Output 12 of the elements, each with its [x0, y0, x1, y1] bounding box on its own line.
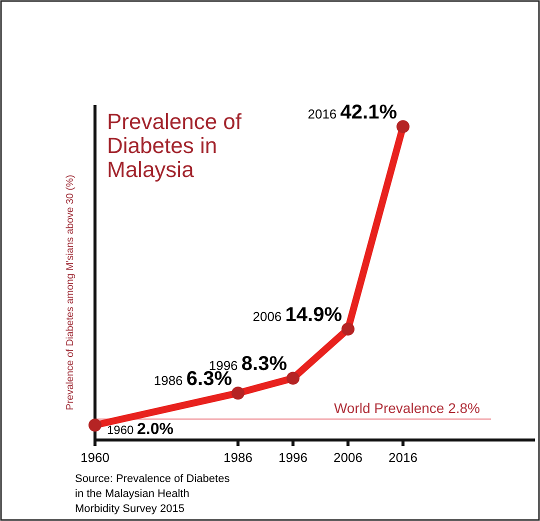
data-label: 1960 2.0% — [107, 421, 174, 438]
ref-line-label: World Prevalence 2.8% — [334, 400, 480, 416]
x-tick-label: 1960 — [80, 450, 110, 465]
source-note: Source: Prevalence of Diabetes in the Malaysian Health Morbidity Survey 2015 — [75, 473, 230, 515]
x-tick-label: 2016 — [388, 450, 418, 465]
x-tick-label: 1996 — [278, 450, 308, 465]
data-label: 2016 42.1% — [308, 102, 398, 124]
x-tick-label: 2006 — [334, 450, 362, 465]
x-tick-label: 1986 — [224, 450, 252, 465]
data-label: 2006 14.9% — [252, 304, 342, 326]
y-axis-title: Prevalence of Diabetes among M'sians above 30 (%) — [65, 174, 76, 410]
text: Prevalence of Diabetes in Malaysia — [107, 109, 242, 182]
